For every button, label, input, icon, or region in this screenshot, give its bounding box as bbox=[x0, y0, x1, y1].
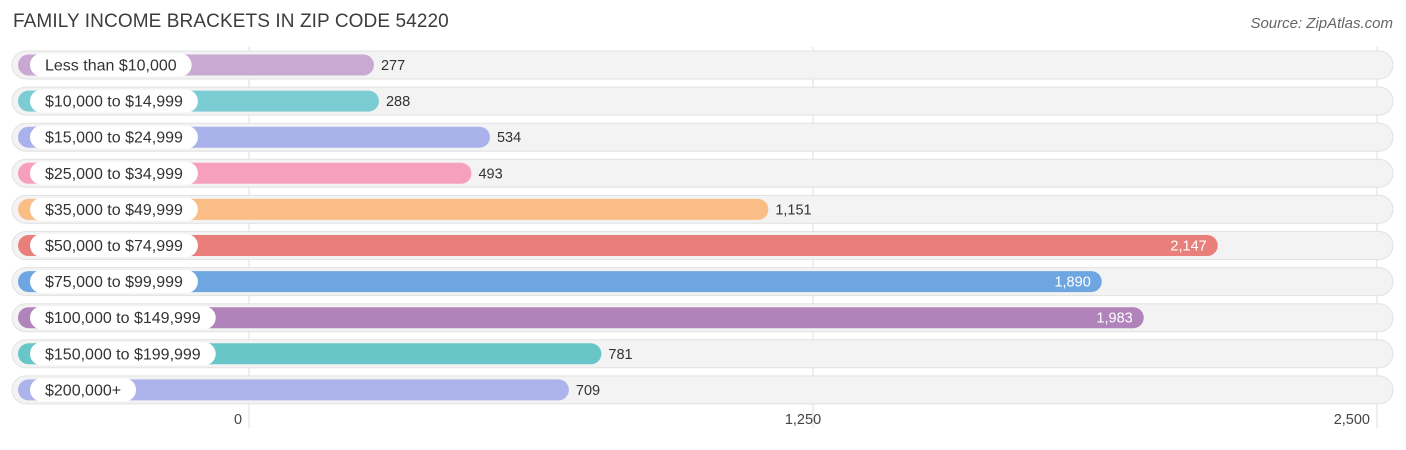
value-label: 493 bbox=[478, 166, 502, 182]
category-label: Less than $10,000 bbox=[45, 58, 177, 75]
value-label: 1,983 bbox=[1096, 311, 1132, 327]
value-label: 1,151 bbox=[775, 202, 811, 218]
category-pill bbox=[30, 53, 192, 77]
bar bbox=[18, 379, 569, 401]
tick-label: 1,250 bbox=[785, 412, 821, 428]
category-pill bbox=[30, 270, 198, 294]
category-pill bbox=[30, 125, 198, 149]
category-label: $50,000 to $74,999 bbox=[45, 238, 183, 255]
category-pill bbox=[30, 89, 198, 113]
bar-row: Less than $10,000 277 bbox=[11, 50, 1394, 80]
chart-title: FAMILY INCOME BRACKETS IN ZIP CODE 54220 bbox=[13, 11, 449, 32]
bar-row: $75,000 to $99,999 1,890 bbox=[11, 267, 1394, 297]
bar-row: $25,000 to $34,999 493 bbox=[11, 158, 1394, 188]
axis-ticks: 0 1,250 2,500 bbox=[234, 412, 1370, 428]
value-label: 781 bbox=[608, 347, 632, 363]
bar bbox=[18, 271, 1102, 293]
value-label: 709 bbox=[576, 383, 600, 399]
category-label: $150,000 to $199,999 bbox=[45, 346, 201, 363]
category-label: $10,000 to $14,999 bbox=[45, 94, 183, 111]
bar bbox=[18, 198, 769, 220]
category-label: $35,000 to $49,999 bbox=[45, 202, 183, 219]
category-label: $100,000 to $149,999 bbox=[45, 310, 201, 327]
category-label: $200,000+ bbox=[45, 382, 121, 399]
chart-rows: Less than $10,000 277 $10,000 to $14,999 28… bbox=[11, 50, 1394, 405]
bar-row: $10,000 to $14,999 288 bbox=[11, 86, 1394, 116]
tick-label: 0 bbox=[234, 412, 242, 428]
category-pill bbox=[30, 161, 198, 185]
value-label: 534 bbox=[497, 130, 521, 146]
value-label: 288 bbox=[386, 94, 410, 110]
category-pill bbox=[30, 378, 137, 402]
category-label: $25,000 to $34,999 bbox=[45, 166, 183, 183]
value-label: 2,147 bbox=[1170, 239, 1206, 255]
bar-row: $200,000+ 709 bbox=[11, 375, 1394, 405]
bar-row: $100,000 to $149,999 1,983 bbox=[11, 303, 1394, 333]
tick-label: 2,500 bbox=[1334, 412, 1370, 428]
bar-row: $150,000 to $199,999 781 bbox=[11, 339, 1394, 369]
bar-row: $35,000 to $49,999 1,151 bbox=[11, 194, 1394, 224]
bar bbox=[18, 307, 1144, 329]
bar-row: $15,000 to $24,999 534 bbox=[11, 122, 1394, 152]
category-pill bbox=[30, 197, 198, 221]
value-label: 277 bbox=[381, 58, 405, 74]
bar-row: $50,000 to $74,999 2,147 bbox=[11, 231, 1394, 260]
category-label: $75,000 to $99,999 bbox=[45, 274, 183, 291]
value-label: 1,890 bbox=[1054, 275, 1090, 291]
category-pill bbox=[30, 306, 216, 330]
source-note: Source: ZipAtlas.com bbox=[1250, 15, 1393, 32]
bar bbox=[18, 235, 1218, 256]
category-label: $15,000 to $24,999 bbox=[45, 130, 183, 147]
category-pill bbox=[30, 342, 216, 366]
category-pill bbox=[30, 234, 198, 257]
